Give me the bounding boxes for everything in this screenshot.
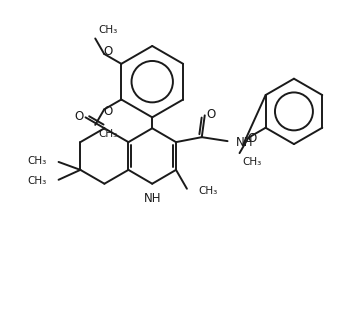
Text: CH₃: CH₃ [27,176,47,186]
Text: NH: NH [143,192,161,205]
Text: O: O [74,110,83,123]
Text: O: O [103,105,113,118]
Text: O: O [206,108,215,121]
Text: CH₃: CH₃ [98,25,118,35]
Text: CH₃: CH₃ [199,186,218,196]
Text: CH₃: CH₃ [98,129,118,139]
Text: NH: NH [235,136,253,149]
Text: CH₃: CH₃ [242,157,262,167]
Text: O: O [103,45,113,58]
Text: CH₃: CH₃ [27,156,47,166]
Text: O: O [248,132,257,145]
